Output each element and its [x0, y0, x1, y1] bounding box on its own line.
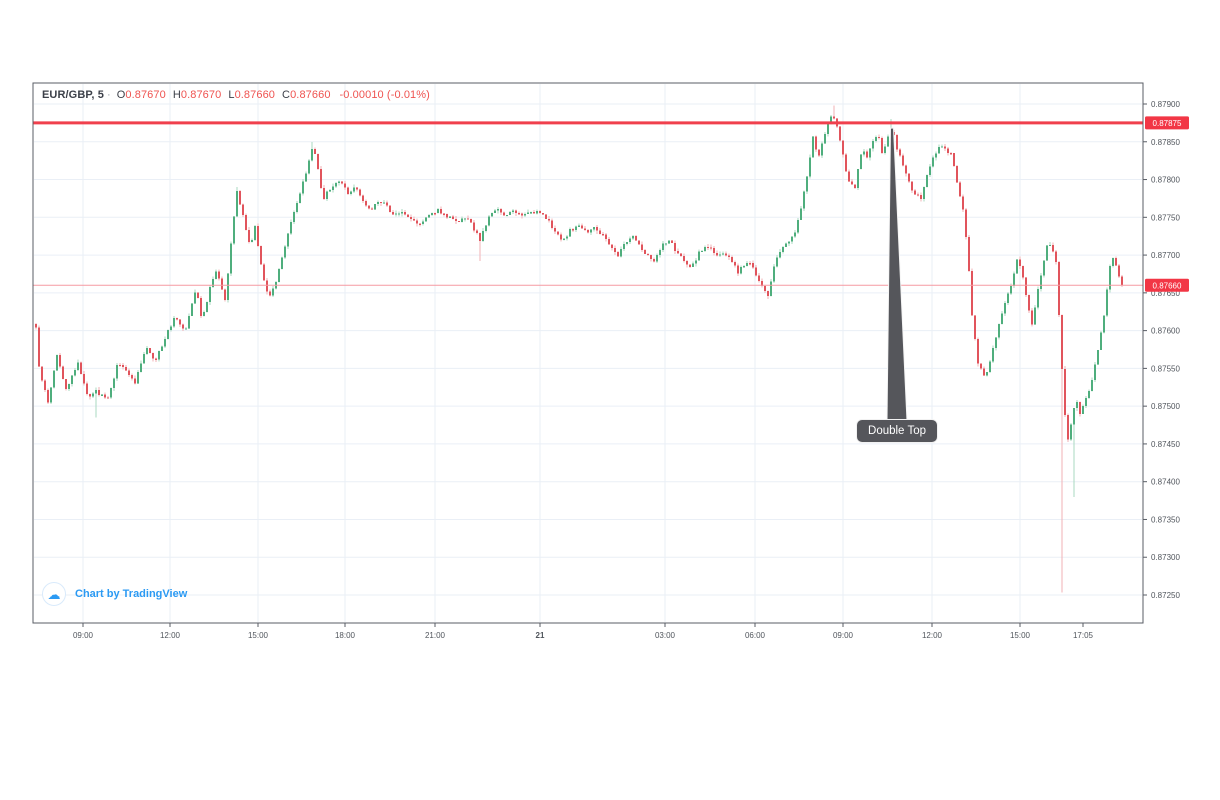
svg-text:0.87250: 0.87250: [1151, 591, 1180, 600]
svg-text:09:00: 09:00: [833, 631, 854, 640]
symbol-title[interactable]: EUR/GBP, 5: [42, 89, 104, 101]
candlesticks: [34, 105, 1124, 593]
svg-text:0.87600: 0.87600: [1151, 327, 1180, 336]
svg-text:21: 21: [536, 631, 545, 640]
open-value: 0.87670: [125, 89, 166, 101]
svg-text:0.87400: 0.87400: [1151, 478, 1180, 487]
chart-frame: [32, 82, 1144, 624]
svg-text:0.87750: 0.87750: [1151, 213, 1180, 222]
price-level-lines: [33, 121, 1143, 286]
close-value: 0.87660: [290, 89, 331, 101]
svg-text:0.87650: 0.87650: [1151, 289, 1180, 298]
svg-text:06:00: 06:00: [745, 631, 766, 640]
svg-text:0.87350: 0.87350: [1151, 515, 1180, 524]
svg-text:0.87660: 0.87660: [1153, 281, 1182, 290]
high-value: 0.87670: [180, 89, 222, 101]
svg-text:0.87700: 0.87700: [1151, 251, 1180, 260]
tradingview-attribution[interactable]: ☁ Chart by TradingView: [42, 582, 187, 606]
low-label: L: [228, 89, 235, 101]
tradingview-logo-icon: ☁: [42, 582, 66, 606]
high-label: H: [172, 89, 181, 101]
svg-text:0.87875: 0.87875: [1153, 119, 1182, 128]
svg-text:03:00: 03:00: [655, 631, 676, 640]
svg-text:12:00: 12:00: [160, 631, 181, 640]
close-label: C: [282, 89, 291, 101]
gridlines: [34, 84, 1142, 622]
svg-text:0.87450: 0.87450: [1151, 440, 1180, 449]
svg-text:0.87900: 0.87900: [1151, 100, 1180, 109]
svg-text:0.87300: 0.87300: [1151, 553, 1180, 562]
svg-text:15:00: 15:00: [1010, 631, 1031, 640]
svg-text:0.87550: 0.87550: [1151, 364, 1180, 373]
attribution-text: Chart by TradingView: [75, 588, 188, 600]
svg-text:09:00: 09:00: [73, 631, 94, 640]
chart-legend: EUR/GBP, 5 · O0.87670 H0.87670 L0.87660 C0.87…: [42, 89, 430, 101]
change-value: -0.00010 (-0.01%): [339, 89, 430, 101]
svg-text:15:00: 15:00: [248, 631, 269, 640]
low-value: 0.87660: [234, 89, 276, 101]
legend-separator[interactable]: ·: [106, 89, 111, 101]
svg-text:18:00: 18:00: [335, 631, 356, 640]
price-badges: 0.87875 0.87660: [1145, 116, 1189, 292]
svg-text:0.87800: 0.87800: [1151, 176, 1180, 185]
callout-pointer: [886, 127, 908, 422]
svg-text:0.87850: 0.87850: [1151, 138, 1180, 147]
double-top-callout[interactable]: Double Top: [856, 419, 938, 443]
svg-text:0.87500: 0.87500: [1151, 402, 1180, 411]
svg-text:21:00: 21:00: [425, 631, 446, 640]
price-and-time-axes[interactable]: 0.87900 0.87850 0.87800 0.87750 0.87700 0.876…: [73, 100, 1180, 640]
svg-text:17:05: 17:05: [1073, 631, 1094, 640]
svg-text:12:00: 12:00: [922, 631, 943, 640]
open-label: O: [116, 89, 126, 101]
